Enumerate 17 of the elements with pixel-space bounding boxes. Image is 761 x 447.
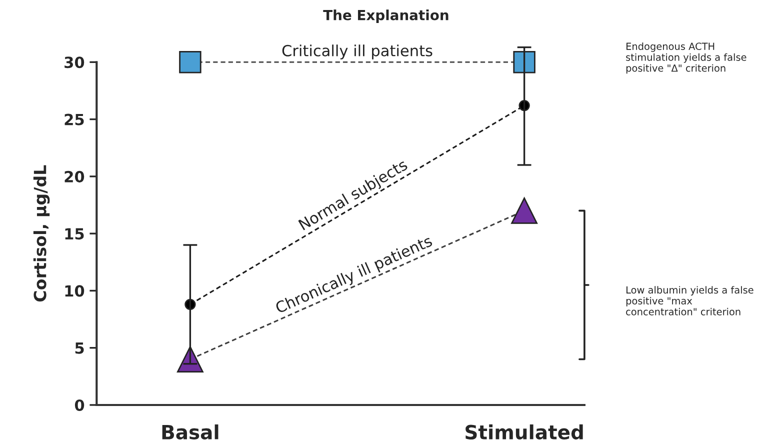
point — [179, 51, 202, 74]
text: Endogenous ACTH stimulation yields a false positive "Δ" criterion — [626, 42, 746, 74]
y-tick-label: 25 — [64, 114, 84, 126]
y-tick-label: 30 — [64, 56, 84, 68]
x-tick-label: Basal — [162, 424, 218, 440]
point — [511, 198, 538, 224]
point — [513, 51, 536, 74]
x-tick-label: Stimulated — [466, 424, 583, 440]
y-tick-label: 10 — [65, 285, 84, 297]
y-tick-label: 20 — [64, 170, 84, 182]
chart-title: The Explanation — [323, 10, 448, 24]
text: Low albumin yields a false positive "max concentration" criterion — [626, 286, 754, 316]
y-tick-label: 15 — [65, 228, 84, 240]
y-tick-label: 0 — [74, 399, 84, 412]
series-label: Critically ill patients — [282, 44, 432, 60]
y-axis-title: Cortisol, µg/dL — [33, 165, 50, 302]
y-tick-label: 5 — [75, 342, 84, 354]
